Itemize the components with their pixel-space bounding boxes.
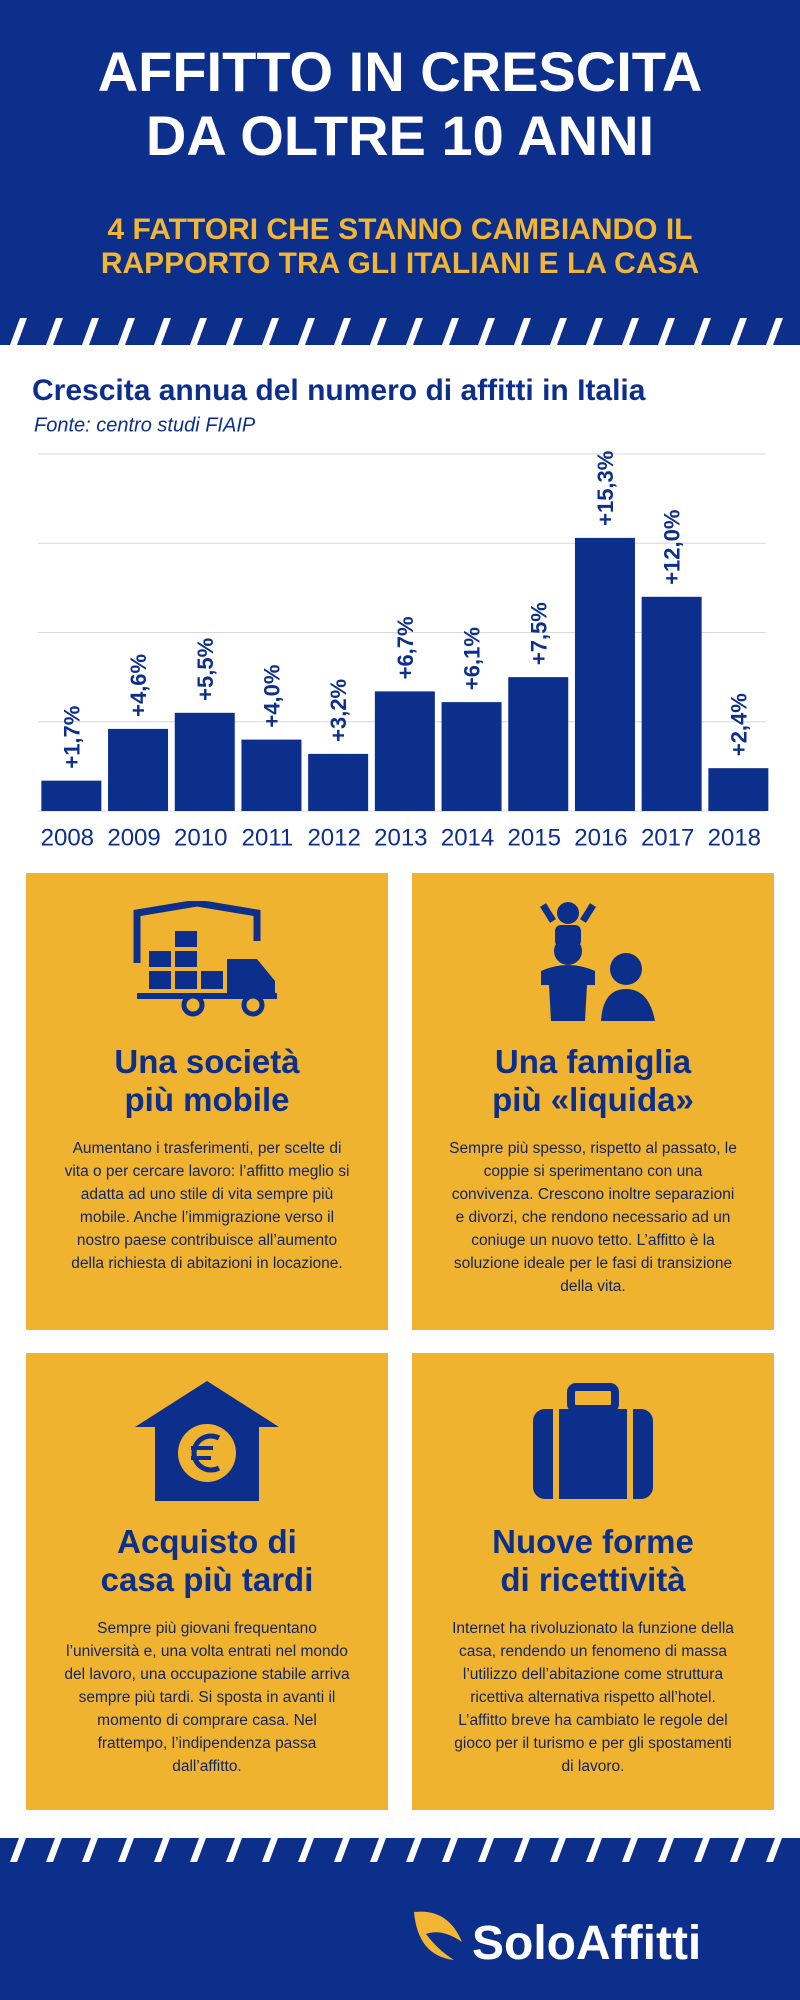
card-text: Internet ha rivoluzionato la funzione de… [452, 1620, 734, 1775]
x-tick-label: 2013 [374, 824, 427, 851]
card-text: Sempre più giovani frequentano l’univers… [64, 1620, 350, 1775]
card: Nuove forme di ricettività Internet ha r… [412, 1353, 774, 1810]
card: Una società più mobile Aumentano i trasf… [26, 873, 388, 1330]
bar [441, 702, 502, 811]
icon-suitcase [533, 1383, 653, 1499]
icon-family [540, 902, 655, 1021]
logo-mark [414, 1911, 462, 1960]
value-label: +5,5% [193, 638, 218, 701]
bar [174, 712, 235, 811]
value-label: +6,7% [393, 616, 418, 679]
bar [508, 677, 569, 811]
value-label: +7,5% [526, 602, 551, 665]
card-title: casa più tardi [100, 1561, 314, 1598]
x-tick-label: 2014 [441, 824, 494, 851]
icon-house [135, 1381, 279, 1501]
card: Una famiglia più «liquida» Sempre più sp… [412, 873, 774, 1330]
card-title: Acquisto di [117, 1523, 297, 1560]
value-label: +6,1% [460, 627, 485, 690]
chart: Crescita annua del numero di affitti in … [32, 374, 769, 851]
card-title: di ricettività [500, 1561, 686, 1598]
chart-title: Crescita annua del numero di affitti in … [32, 374, 646, 407]
logo: SoloAffitti [472, 1917, 702, 1970]
value-label: +12,0% [660, 510, 685, 585]
bar [41, 780, 102, 811]
stripes [0, 318, 800, 345]
x-tick-label: 2018 [708, 824, 761, 851]
header-subtitle: 4 FATTORI CHE STANNO CAMBIANDO IL [107, 213, 693, 246]
x-tick-label: 2016 [574, 824, 627, 851]
header-subtitle: RAPPORTO TRA GLI ITALIANI E LA CASA [100, 247, 700, 280]
value-label: +4,0% [259, 665, 284, 728]
bar [641, 596, 702, 811]
header-bg [0, 0, 800, 345]
x-tick-label: 2017 [641, 824, 694, 851]
bar [574, 537, 635, 811]
x-tick-label: 2015 [508, 824, 561, 851]
card-title: Una famiglia [494, 1043, 692, 1080]
bar [241, 739, 302, 811]
header-title: AFFITTO IN CRESCITA [97, 40, 703, 103]
card-title: Una società [114, 1043, 300, 1080]
value-label: +1,7% [59, 706, 84, 769]
card-title: Nuove forme [492, 1523, 694, 1560]
x-tick-label: 2010 [174, 824, 227, 851]
value-label: +3,2% [326, 679, 351, 742]
bar [708, 768, 769, 811]
x-tick-label: 2011 [242, 824, 294, 851]
footer-bg [0, 1838, 800, 2000]
header-title: DA OLTRE 10 ANNI [145, 104, 655, 167]
card: Acquisto di casa più tardi Sempre più gi… [26, 1353, 388, 1810]
value-label: +4,6% [126, 654, 151, 717]
card-text: Aumentano i trasferimenti, per scelte di… [64, 1140, 350, 1272]
x-tick-label: 2012 [307, 824, 360, 851]
icon-truck [133, 901, 277, 1017]
card-title: più «liquida» [492, 1081, 694, 1118]
bar [108, 728, 169, 811]
chart-subtitle: Fonte: centro studi FIAIP [34, 414, 256, 436]
bar [374, 691, 435, 811]
card-title: più mobile [124, 1081, 290, 1118]
value-label: +2,4% [726, 693, 751, 756]
x-tick-label: 2008 [41, 824, 94, 851]
card-text: Sempre più spesso, rispetto al passato, … [449, 1140, 737, 1295]
value-label: +15,3% [593, 451, 618, 526]
bar [308, 753, 369, 811]
stripes [0, 1838, 800, 1862]
x-tick-label: 2009 [107, 824, 160, 851]
